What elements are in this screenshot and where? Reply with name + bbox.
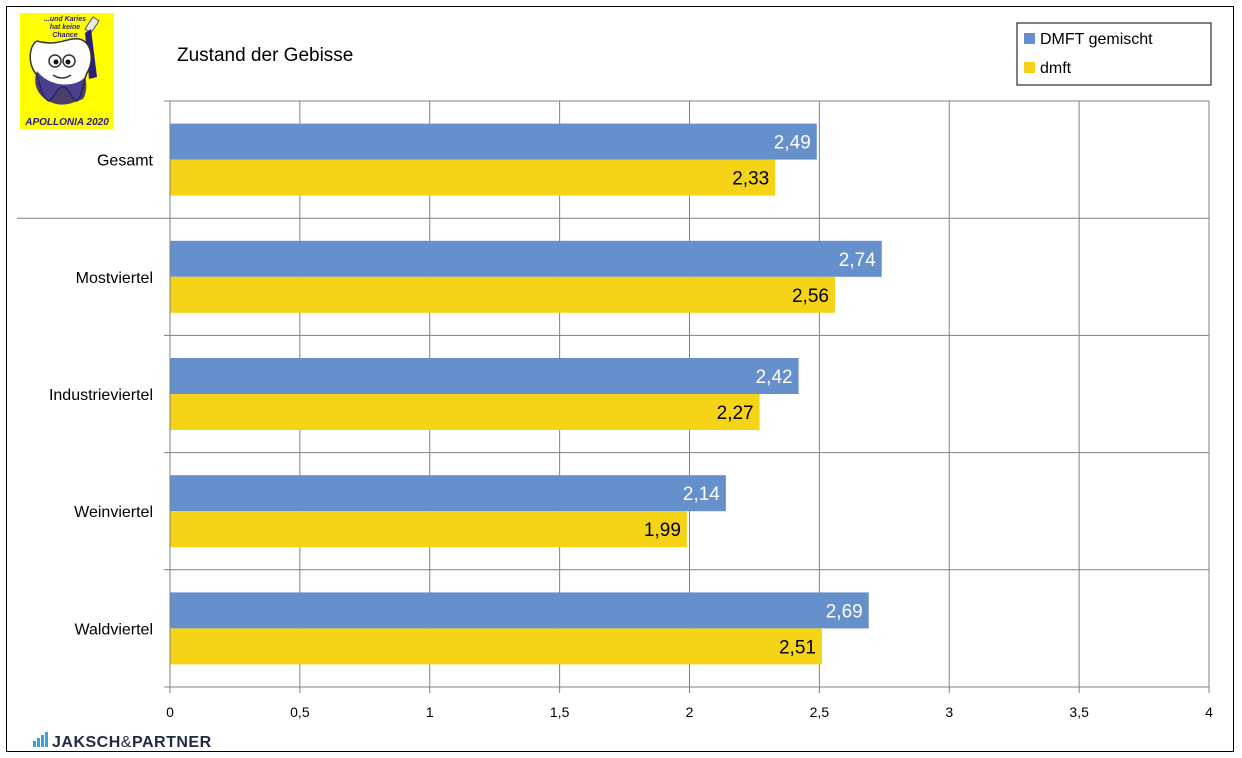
bar-dmft-gesamt	[170, 159, 776, 196]
x-tick-label-6: 3	[945, 704, 953, 720]
legend-box	[1016, 22, 1212, 86]
apollonia-logo: ...und Karies hat keine Chance APOLLONIA…	[20, 13, 114, 129]
chart-title: Zustand der Gebisse	[177, 45, 353, 66]
brand: JAKSCH&PARTNER	[33, 732, 212, 751]
x-tick-label-8: 4	[1205, 704, 1213, 720]
legend-swatch-dmft-gemischt	[1024, 33, 1035, 44]
value-label-dmft-waldviertel: 2,51	[779, 637, 816, 658]
category-label-waldviertel: Waldviertel	[74, 621, 153, 638]
logo-caption: APOLLONIA 2020	[24, 117, 109, 128]
bar-dmft-gemischt-industrieviertel	[170, 358, 799, 394]
value-label-dmft-gemischt-gesamt: 2,49	[774, 133, 811, 154]
bar-dmft-gemischt-mostviertel	[170, 240, 882, 277]
bar-chart-icon	[33, 732, 48, 747]
category-label-weinviertel: Weinviertel	[74, 504, 153, 521]
bar-dmft-weinviertel	[170, 511, 687, 548]
value-label-dmft-gemischt-waldviertel: 2,69	[826, 601, 863, 622]
value-label-dmft-gemischt-weinviertel: 2,14	[683, 484, 720, 505]
svg-text:JAKSCH&PARTNER: JAKSCH&PARTNER	[52, 734, 212, 751]
bar-dmft-gemischt-weinviertel	[170, 475, 726, 512]
legend-label-dmft: dmft	[1040, 60, 1072, 77]
x-tick-label-0: 0	[166, 704, 174, 720]
value-label-dmft-mostviertel: 2,56	[792, 286, 829, 307]
chart-frame: ...und Karies hat keine Chance APOLLONIA…	[6, 6, 1234, 752]
brand-name-part2: PARTNER	[132, 734, 212, 751]
x-tick-label-2: 1	[426, 704, 434, 720]
logo-slogan-line-1: ...und Karies	[44, 16, 86, 23]
x-tick-label-5: 2,5	[810, 704, 830, 720]
value-label-dmft-gemischt-industrieviertel: 2,42	[756, 367, 793, 388]
x-tick-label-4: 2	[686, 704, 694, 720]
bars	[170, 123, 882, 665]
bar-dmft-waldviertel	[170, 628, 822, 665]
x-tick-label-1: 0,5	[290, 704, 310, 720]
axes	[169, 101, 1210, 693]
legend: DMFT gemischt dmft	[1016, 22, 1212, 86]
x-tick-label-3: 1,5	[550, 704, 570, 720]
logo-slogan-line-3: Chance	[52, 32, 77, 39]
value-label-dmft-weinviertel: 1,99	[644, 520, 681, 541]
value-label-dmft-industrieviertel: 2,27	[717, 403, 754, 424]
bar-dmft-gemischt-waldviertel	[170, 592, 869, 629]
bar-dmft-mostviertel	[170, 276, 835, 313]
tooth-mascot-icon	[29, 16, 100, 105]
labels: 0 0,5 1 1,5 2 2,5 3 3,5 4 Gesamt 2,492,33 Mostviert…	[49, 133, 1213, 720]
x-tick-label-7: 3,5	[1069, 704, 1089, 720]
value-label-dmft-gemischt-mostviertel: 2,74	[839, 250, 876, 271]
brand-name-part1: JAKSCH	[52, 734, 121, 751]
brand-ampersand: &	[121, 734, 132, 751]
legend-label-dmft-gemischt: DMFT gemischt	[1040, 31, 1153, 48]
category-label-gesamt: Gesamt	[97, 153, 154, 170]
bar-dmft-gemischt-gesamt	[170, 123, 817, 160]
category-label-mostviertel: Mostviertel	[76, 270, 153, 287]
category-label-industrieviertel: Industrieviertel	[49, 387, 153, 404]
value-label-dmft-gesamt: 2,33	[732, 169, 769, 190]
logo-slogan-line-2: hat keine	[50, 24, 80, 31]
legend-swatch-dmft	[1024, 62, 1035, 73]
bar-dmft-industrieviertel	[170, 394, 760, 430]
bar-chart: ...und Karies hat keine Chance APOLLONIA…	[17, 13, 1213, 751]
